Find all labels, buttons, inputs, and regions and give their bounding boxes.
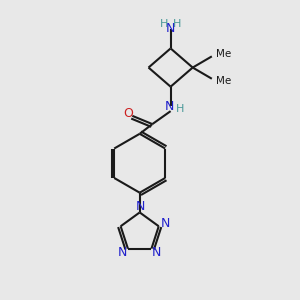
Text: N: N xyxy=(118,246,127,259)
Text: H: H xyxy=(160,19,168,29)
Text: H: H xyxy=(176,104,184,114)
Text: N: N xyxy=(160,218,170,230)
Text: N: N xyxy=(166,22,175,34)
Text: N: N xyxy=(152,246,161,259)
Text: O: O xyxy=(123,107,133,120)
Text: Me: Me xyxy=(216,49,232,59)
Text: H: H xyxy=(173,19,181,29)
Text: N: N xyxy=(164,100,174,113)
Text: Me: Me xyxy=(216,76,232,86)
Text: N: N xyxy=(136,200,146,213)
